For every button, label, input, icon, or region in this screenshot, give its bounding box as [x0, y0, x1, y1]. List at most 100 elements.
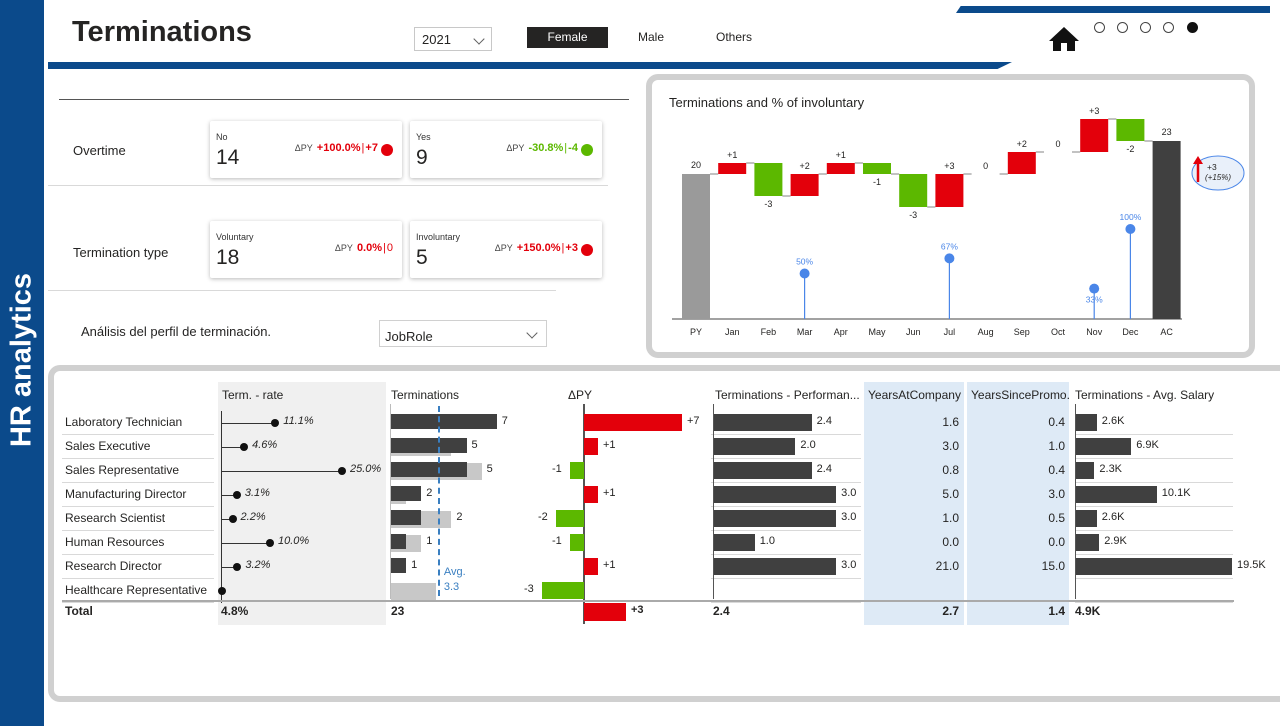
gender-others-button[interactable]: Others — [715, 30, 752, 44]
salary-label: 2.6K — [1101, 511, 1125, 523]
chart-title: Terminations and % of involuntary — [669, 95, 865, 110]
lollipop-dot — [799, 268, 810, 279]
dpy-label: +1 — [603, 559, 616, 571]
average-value: 3.3 — [443, 581, 460, 593]
dpy-label: -1 — [552, 535, 562, 547]
table-row-separator — [711, 578, 861, 579]
column-header-terminations[interactable]: Terminations — [391, 388, 460, 402]
table-row-label: Research Scientist — [65, 511, 166, 525]
performance-axis-line — [713, 404, 714, 599]
lollipop-label: 50% — [796, 257, 813, 267]
chevron-down-icon — [473, 33, 485, 45]
lollipop-dot — [1089, 283, 1100, 294]
terminations-py-bar — [391, 583, 437, 600]
years-at-company-value: 3.0 — [942, 439, 959, 453]
rate-label: 11.1% — [283, 415, 314, 427]
table-row-separator — [62, 458, 214, 459]
gender-female-button[interactable]: Female — [527, 27, 608, 48]
dpy-bar — [584, 558, 598, 575]
table-row-separator — [711, 554, 861, 555]
profile-dropdown[interactable]: JobRole — [379, 320, 547, 347]
waterfall-bar-dec — [1116, 119, 1145, 141]
dpy-label: +1 — [603, 487, 616, 499]
column-header-performance[interactable]: Terminations - Performan... — [715, 388, 860, 402]
salary-bar — [1076, 558, 1232, 575]
x-tick-label: PY — [690, 327, 702, 337]
dpy-bar — [542, 582, 584, 599]
sidebar-title: HR analytics — [5, 272, 38, 448]
table-row-separator — [711, 506, 861, 507]
terminations-bar — [391, 534, 407, 549]
page-dot-1[interactable] — [1094, 22, 1105, 33]
terminations-label: 7 — [501, 415, 508, 427]
years-since-promo-value: 3.0 — [1048, 487, 1065, 501]
page-dot-2[interactable] — [1117, 22, 1128, 33]
table-row-separator — [62, 506, 214, 507]
page-dot-5[interactable] — [1187, 22, 1198, 33]
page-dot-3[interactable] — [1140, 22, 1151, 33]
rate-column-bg — [218, 382, 386, 625]
years-at-company-value: 1.6 — [942, 415, 959, 429]
rate-lollipop-stem — [222, 471, 342, 472]
kpi-card-label: Involuntary — [416, 232, 461, 242]
arrow-up-icon: ↑ — [581, 244, 593, 256]
rate-lollipop-dot — [271, 419, 280, 427]
waterfall-label: -3 — [764, 199, 772, 209]
year-dropdown[interactable]: 2021 — [414, 27, 492, 51]
gender-male-button[interactable]: Male — [637, 30, 664, 44]
table-row-separator — [1075, 530, 1233, 531]
column-header-years-at-company[interactable]: YearsAtCompany — [868, 388, 961, 402]
header-accent-line — [956, 6, 1270, 13]
delta-callout-abs: +3 — [1207, 162, 1217, 172]
total-performance: 2.4 — [713, 604, 730, 618]
table-row-separator — [711, 602, 861, 603]
delta-arrow-head — [1193, 156, 1203, 164]
table-row-separator — [1075, 602, 1233, 603]
performance-label: 2.4 — [816, 415, 832, 427]
home-icon[interactable] — [1048, 26, 1080, 52]
table-row-separator — [62, 530, 214, 531]
table-row-separator — [711, 482, 861, 483]
terminations-bar — [391, 510, 422, 525]
dpy-label: -2 — [538, 511, 548, 523]
terminations-bar — [391, 438, 467, 453]
years-since-promo-value: 0.4 — [1048, 463, 1065, 477]
rate-lollipop-dot — [218, 587, 226, 595]
dpy-bar — [570, 462, 584, 479]
column-header-dpy[interactable]: ΔPY — [568, 388, 593, 402]
dpy-bar — [556, 510, 584, 527]
years-since-promo-value: 0.0 — [1048, 535, 1065, 549]
x-tick-label: AC — [1160, 327, 1173, 337]
yac-column-bg — [864, 382, 964, 625]
x-tick-label: Feb — [761, 327, 777, 337]
terminations-bar — [391, 414, 497, 429]
waterfall-bar-jan — [718, 163, 747, 174]
column-header-avg-salary[interactable]: Terminations - Avg. Salary — [1075, 388, 1215, 402]
salary-bar — [1076, 486, 1157, 503]
salary-label: 6.9K — [1136, 439, 1159, 451]
rate-label: 10.0% — [278, 535, 310, 547]
delta-callout-pct: (+15%) — [1205, 173, 1231, 182]
years-at-company-value: 1.0 — [942, 511, 959, 525]
x-tick-label: Oct — [1051, 327, 1066, 337]
table-row-separator — [711, 458, 861, 459]
performance-bar — [714, 486, 837, 503]
performance-label: 3.0 — [841, 511, 857, 523]
dpy-bar — [584, 414, 682, 431]
rate-lollipop-dot — [228, 515, 237, 523]
salary-label: 10.1K — [1161, 487, 1191, 499]
table-row-separator — [1075, 458, 1233, 459]
table-row-separator — [1075, 434, 1233, 435]
page-title: Terminations — [72, 16, 252, 48]
performance-label: 3.0 — [841, 487, 857, 499]
column-header-years-since-promo[interactable]: YearsSincePromo. — [971, 388, 1070, 402]
termination-type-label: Termination type — [73, 245, 169, 260]
page-dot-4[interactable] — [1163, 22, 1174, 33]
terminations-label: 1 — [411, 559, 418, 571]
ysp-column-bg — [967, 382, 1069, 625]
column-header-rate[interactable]: Term. - rate — [222, 388, 284, 402]
table-row-separator — [1075, 482, 1233, 483]
salary-label: 2.6K — [1101, 415, 1125, 427]
year-value: 2021 — [422, 32, 451, 47]
waterfall-bar-nov — [1080, 119, 1109, 152]
